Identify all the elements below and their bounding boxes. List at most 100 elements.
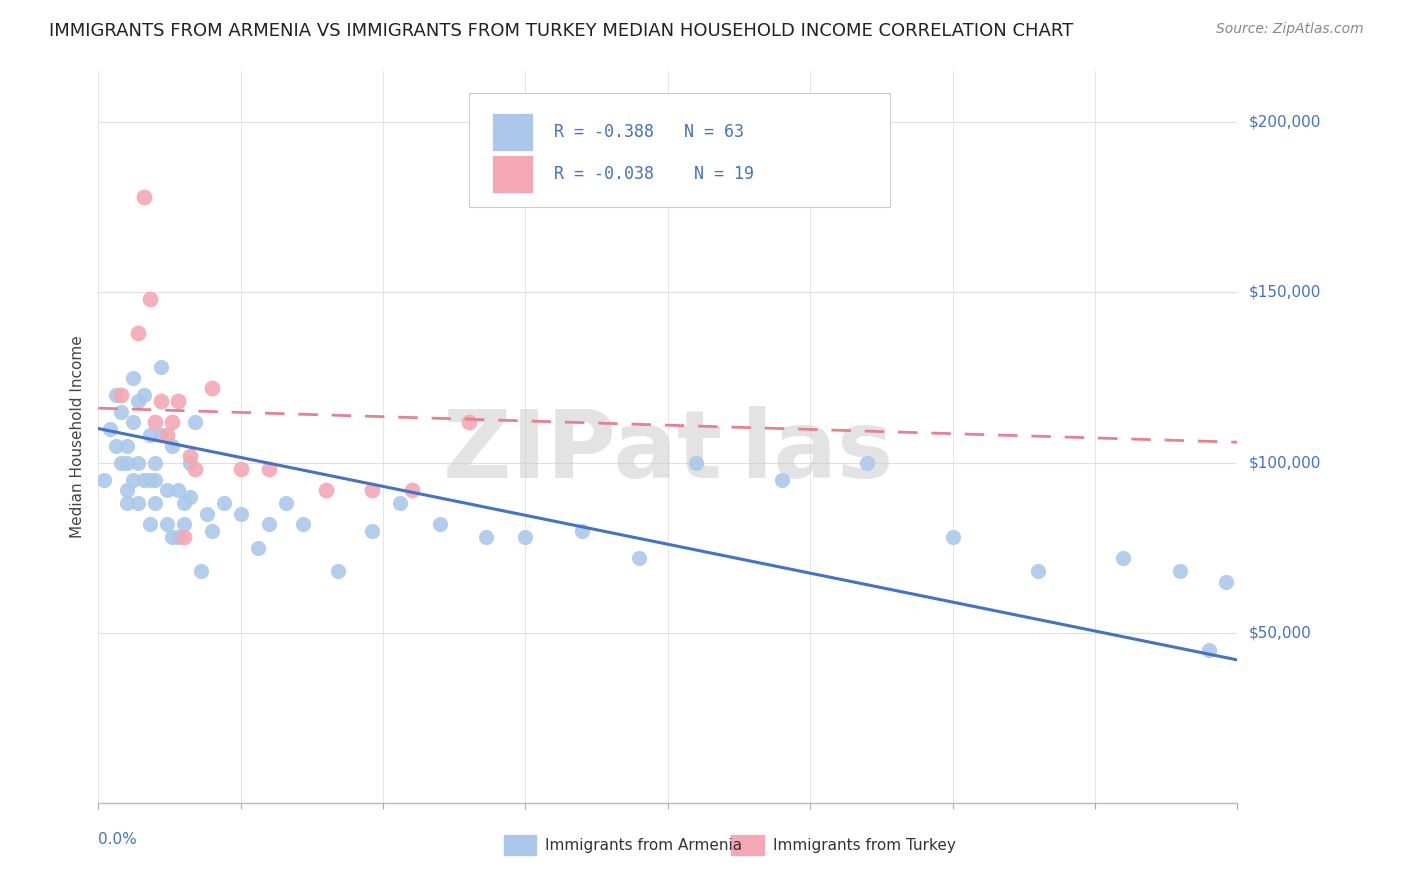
Point [201,381,224,395]
Point [162,415,184,429]
Point [104,387,127,401]
Point [115,439,138,453]
Point [1170,565,1192,579]
Point [132,387,155,401]
Point [156,428,179,442]
Point [212,496,235,510]
Point [150,360,173,375]
FancyBboxPatch shape [468,94,890,207]
Point [201,524,224,538]
Point [515,531,537,545]
Point [110,404,132,418]
Point [184,462,207,476]
Point [571,524,593,538]
Point [138,293,160,307]
Point [162,531,184,545]
FancyBboxPatch shape [492,113,533,151]
Text: $150,000: $150,000 [1249,285,1322,300]
Point [292,516,315,531]
Point [167,531,190,545]
Point [138,516,160,531]
Point [167,394,190,409]
Text: Immigrants from Turkey: Immigrants from Turkey [773,838,956,853]
Point [145,456,167,470]
Point [229,507,252,521]
Point [360,483,382,497]
Point [121,473,143,487]
Point [127,456,149,470]
Point [429,516,451,531]
Point [115,496,138,510]
Point [115,456,138,470]
Point [138,428,160,442]
Point [179,490,201,504]
Point [127,326,149,341]
Point [132,190,155,204]
Point [1026,565,1049,579]
Point [145,415,167,429]
Point [276,496,298,510]
Point [474,531,496,545]
Point [1198,642,1220,657]
Point [156,483,179,497]
FancyBboxPatch shape [492,154,533,193]
Point [259,462,281,476]
Point [110,456,132,470]
Point [98,421,121,435]
Point [173,516,195,531]
Text: $50,000: $50,000 [1249,625,1312,640]
Point [184,415,207,429]
Point [1215,574,1237,589]
Point [246,541,269,555]
Point [360,524,382,538]
Point [132,473,155,487]
Point [150,394,173,409]
Point [162,439,184,453]
Point [121,370,143,384]
Point [104,439,127,453]
Text: $100,000: $100,000 [1249,455,1322,470]
Text: IMMIGRANTS FROM ARMENIA VS IMMIGRANTS FROM TURKEY MEDIAN HOUSEHOLD INCOME CORREL: IMMIGRANTS FROM ARMENIA VS IMMIGRANTS FR… [49,22,1073,40]
FancyBboxPatch shape [503,834,537,856]
Point [179,449,201,463]
Point [259,516,281,531]
Point [115,483,138,497]
Point [685,456,707,470]
Point [401,483,423,497]
Point [179,456,201,470]
Text: R = -0.038    N = 19: R = -0.038 N = 19 [554,165,754,183]
Point [1112,550,1135,565]
Text: R = -0.388   N = 63: R = -0.388 N = 63 [554,123,744,141]
Y-axis label: Median Household Income: Median Household Income [70,335,86,539]
FancyBboxPatch shape [731,834,765,856]
Point [93,473,115,487]
Point [167,483,190,497]
Point [145,496,167,510]
Point [942,531,965,545]
Point [315,483,337,497]
Point [326,565,349,579]
Point [229,462,252,476]
Point [145,473,167,487]
Text: 0.0%: 0.0% [98,832,138,847]
Point [457,415,479,429]
Point [127,496,149,510]
Point [628,550,651,565]
Point [138,473,160,487]
Point [173,496,195,510]
Text: $200,000: $200,000 [1249,115,1322,130]
Point [195,507,218,521]
Text: Immigrants from Armenia: Immigrants from Armenia [546,838,742,853]
Point [173,531,195,545]
Point [121,415,143,429]
Point [190,565,212,579]
Text: ZIPat las: ZIPat las [443,406,893,498]
Point [156,516,179,531]
Point [150,428,173,442]
Point [110,387,132,401]
Text: Source: ZipAtlas.com: Source: ZipAtlas.com [1216,22,1364,37]
Point [389,496,412,510]
Point [856,456,879,470]
Point [127,394,149,409]
Point [770,473,793,487]
